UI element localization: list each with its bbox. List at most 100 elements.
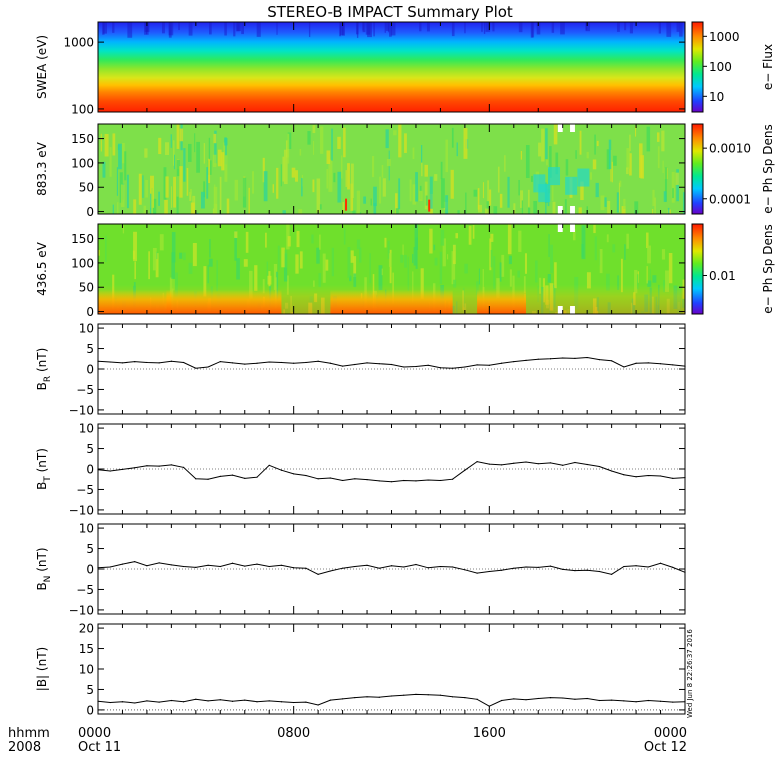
pad-streak [400,254,404,263]
data-point [672,364,674,366]
pad-streak [538,142,542,157]
pad-spectrogram-1 [98,124,685,214]
pad-streak [337,171,342,203]
pad-streak [381,268,383,276]
pad-streak [153,212,156,214]
ytick-label: 1000 [63,36,94,50]
data-point [390,481,393,483]
pad-hot-streak [345,198,348,211]
pad-streak [424,164,428,177]
pad-streak [320,126,324,154]
pad-patch [565,176,578,195]
panel-2: 150 100 50 0 883.3 eV 0.0010 0.0001 e− Ph Sp De… [35,123,775,219]
data-point [305,474,307,477]
pad-streak [652,275,657,283]
pad-streak [254,265,258,291]
pad-streak [203,181,206,198]
data-point [354,697,356,699]
pad-streak [618,182,620,213]
pad-streak [212,154,217,167]
pad-streak [359,212,362,214]
pad-streak [276,167,279,199]
data-point [611,573,613,575]
ylabel-sub: N [43,576,53,583]
pad-streak [190,202,195,214]
pad-streak [594,236,597,261]
data-point [121,468,124,471]
data-point [256,476,258,478]
pad-streak [331,128,333,161]
swea-texture [390,22,396,36]
pad-streak [382,178,386,197]
pad-streak [189,191,192,201]
pad-streak [291,167,296,178]
pad-streak [326,150,331,164]
pad-streak [224,155,228,182]
data-point [525,359,527,362]
pad-streak [634,269,638,294]
pad-streak [489,238,492,271]
swea-texture [419,22,422,32]
data-point [574,461,576,464]
time-axis-row1-label: hhmm [8,726,50,741]
panel-3: 150 100 50 0 436.5 eV 0.01 e− Ph Sp Dens [35,223,775,319]
data-point [403,479,405,482]
swea-texture [481,22,483,32]
data-point [293,362,295,364]
data-point [109,701,111,704]
data-point [390,565,393,567]
data-point [183,361,185,364]
pad-streak [478,268,480,285]
data-point [158,562,160,564]
pad-streak [287,133,290,164]
data-point [476,698,478,700]
pad-streak [214,184,216,214]
pad-streak [490,233,494,242]
data-point [586,697,588,700]
swea-texture [276,22,278,35]
pad-streak [493,206,498,214]
pad-streak [472,225,475,239]
series-line [97,461,686,483]
data-gap [570,124,575,132]
pad-streak [171,252,176,279]
pad-streak [133,199,137,214]
pad-streak [158,191,160,206]
ytick-label: 0 [86,703,94,717]
pad-streak [457,210,460,214]
data-point [244,699,246,701]
ytick-label: −5 [76,483,94,497]
pad-streak [281,247,285,268]
pad-streak [395,208,399,214]
pad-streak [174,272,178,297]
pad-streak [158,137,162,155]
pad-streak [385,129,389,149]
pad-streak [639,143,643,178]
pad-streak [112,204,114,214]
pad-patch [548,167,561,186]
data-point [366,696,368,698]
swea-texture [464,22,466,34]
ylabel: BT (nT) [35,448,53,490]
pad-streak [307,131,311,145]
data-point [623,474,625,476]
pad-streak [441,178,445,209]
pad-streak [579,130,582,155]
data-point [158,362,160,364]
pad-streak [664,167,667,202]
pad-streak [455,233,459,239]
data-point [403,694,405,696]
ytick-label: 10 [79,422,94,436]
data-point [134,561,136,563]
data-point [244,477,246,480]
data-point [146,565,148,567]
data-point [659,475,662,477]
pad-streak [280,164,282,187]
pad-texture-1 [100,124,685,214]
pad-streak [575,150,577,159]
pad-streak [165,176,169,198]
pad-streak [124,151,127,181]
pad-streak [464,263,468,274]
pad-streak [200,191,205,209]
